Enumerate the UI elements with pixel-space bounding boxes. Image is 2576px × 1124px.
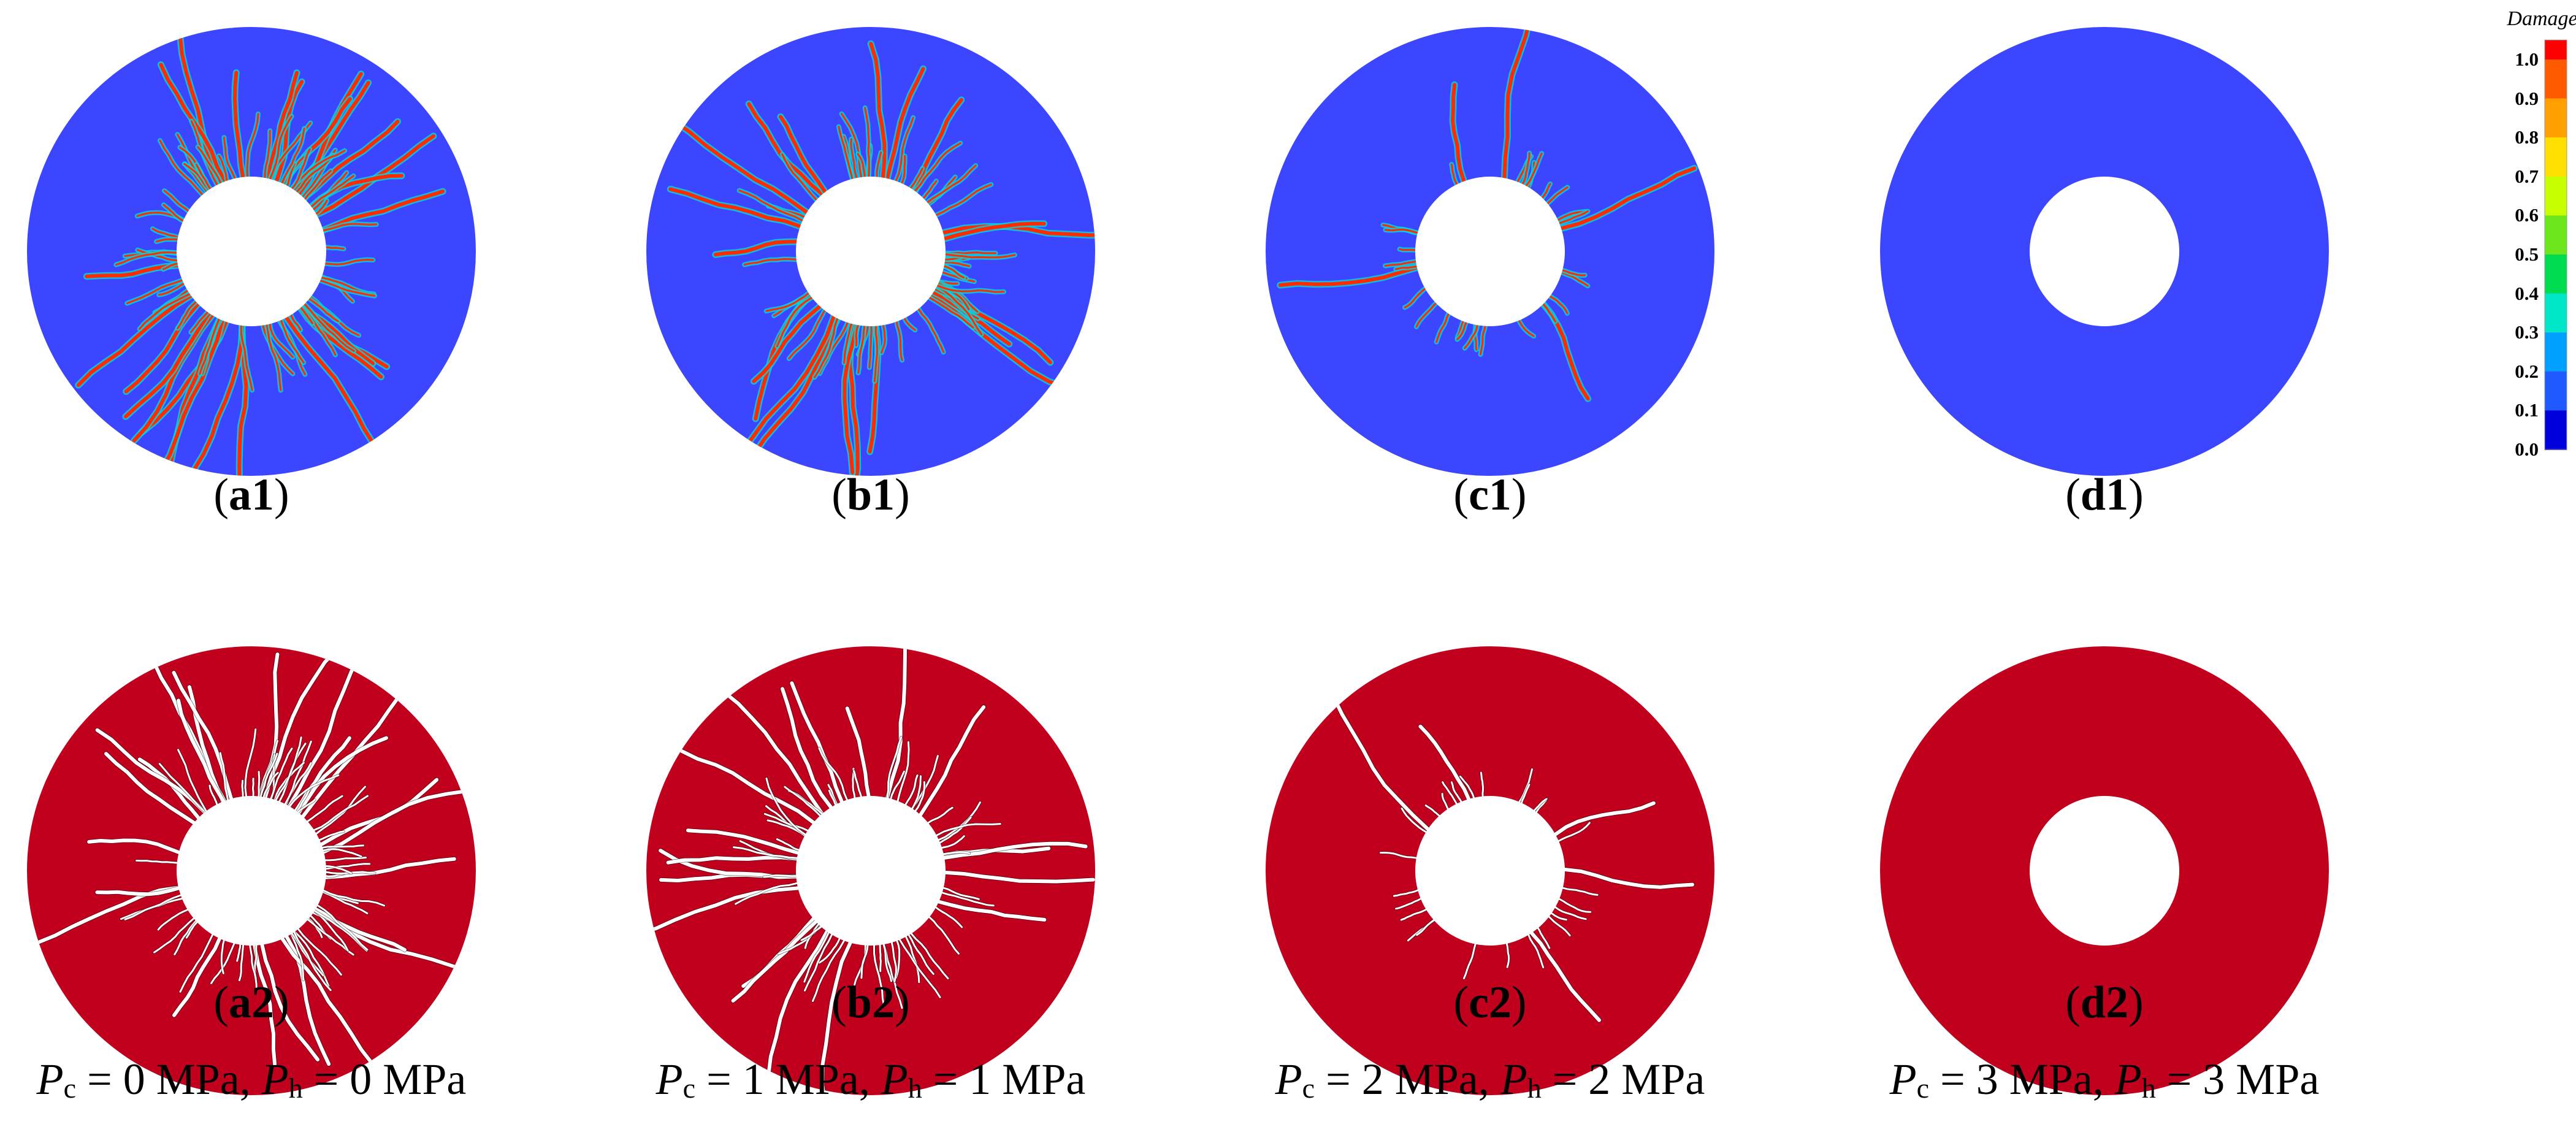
disk-a1 [27,27,476,476]
colorbar-segment [2545,254,2567,294]
colorbar-segment [2545,98,2567,139]
colorbar-segment [2545,137,2567,177]
central-hole [2030,177,2179,326]
central-hole [796,796,946,946]
crack-pattern [35,646,475,1068]
crack-pattern [646,646,1095,1095]
colorbar-frame [2544,39,2567,450]
central-hole [1415,177,1565,326]
colorbar-tick-label: 0.8 [2515,126,2539,148]
panel-label-d1: (d1) [2065,470,2144,520]
colorbar-segment [2545,410,2567,450]
disk-b2 [646,646,1095,1095]
condition-label: Pc = 1 MPa, Ph = 1 MPa [655,1055,1086,1104]
disk-b1 [646,27,1095,476]
central-hole [177,796,326,946]
colorbar-segment [2545,332,2567,372]
colorbar-tick-label: 0.2 [2515,360,2539,382]
disk-a2 [27,646,476,1095]
crack-pattern [75,31,446,476]
central-hole [1415,796,1565,946]
condition-label: Pc = 2 MPa, Ph = 2 MPa [1275,1055,1705,1104]
crack-pattern [667,40,1095,476]
disk-d1 [1880,27,2329,476]
colorbar-tick-label: 0.9 [2515,87,2539,109]
panel-label-a2: (a2) [213,977,289,1028]
colorbar-tick-label: 0.1 [2515,399,2539,421]
central-hole [796,177,946,326]
colorbar-tick-label: 0.3 [2515,321,2539,343]
panel-label-b1: (b1) [831,470,910,520]
disk-c2 [1266,646,1714,1095]
legend-title: Damage [2507,7,2576,30]
colorbar-segment [2545,371,2567,411]
colorbar-tick-label: 0.6 [2515,204,2539,226]
panel-label-b2: (b2) [831,977,910,1028]
colorbar-segment [2545,215,2567,255]
panel-label-a1: (a1) [213,470,289,520]
panel-label-c2: (c2) [1453,977,1527,1028]
panel-label-c1: (c1) [1453,470,1527,520]
crack-pattern [1331,693,1695,1023]
condition-label: Pc = 3 MPa, Ph = 3 MPa [1889,1055,2320,1104]
colorbar-tick-label: 0.0 [2515,438,2539,460]
condition-label: Pc = 0 MPa, Ph = 0 MPa [36,1055,467,1104]
colorbar-segment [2545,59,2567,99]
colorbar-segment [2545,293,2567,334]
colorbar-tick-label: 0.4 [2515,282,2539,304]
crack-pattern [1277,27,1698,402]
disk-d2 [1880,646,2329,1095]
disk-panels [27,27,2329,1095]
colorbar-tick-label: 0.7 [2515,165,2539,187]
colorbar-tick-label: 0.5 [2515,243,2539,265]
damage-colorbar [2544,39,2567,450]
central-hole [177,177,326,326]
disk-c1 [1266,27,1714,476]
central-hole [2030,796,2179,946]
colorbar-tick-label: 1.0 [2515,48,2539,70]
colorbar-segment [2545,176,2567,216]
colorbar-cap [2545,40,2567,59]
panel-label-d2: (d2) [2065,977,2144,1028]
